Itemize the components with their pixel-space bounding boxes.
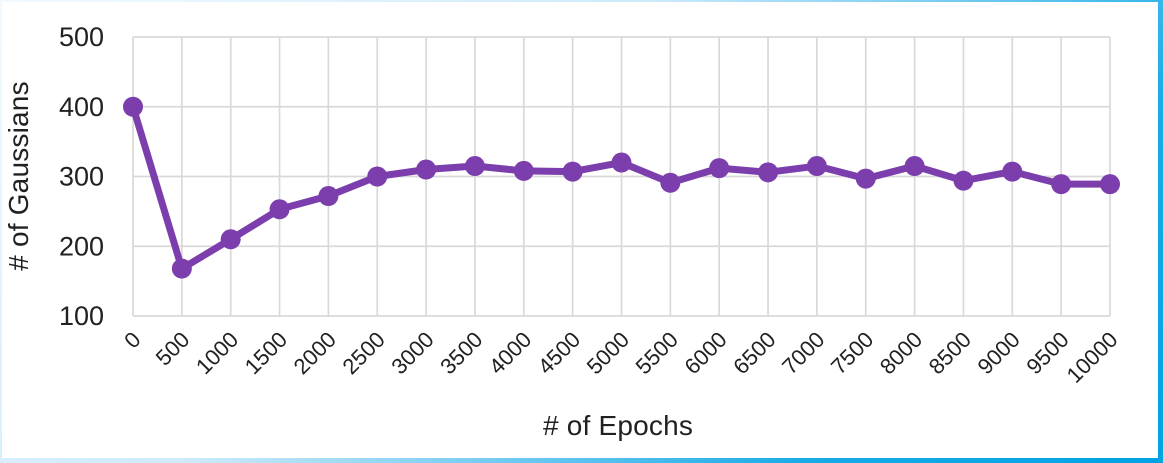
x-tick-label: 5000 [582,327,634,379]
x-tick-label: 7000 [777,327,829,379]
data-point-marker [709,158,730,179]
data-point-marker [660,172,681,193]
data-point-marker [1051,174,1072,195]
x-tick-label: 4500 [533,327,585,379]
x-tick-label: 0 [119,327,145,353]
data-point-marker [953,170,974,191]
x-axis-title: # of Epochs [542,410,694,441]
chart-frame [2,2,1158,458]
y-tick-label: 400 [59,92,104,122]
x-tick-label: 4000 [484,327,536,379]
x-tick-label: 2500 [337,327,389,379]
x-tick-label: 3500 [435,327,487,379]
data-point-marker [416,159,437,180]
y-tick-label: 200 [59,231,104,261]
y-tick-label: 500 [59,22,104,52]
x-tick-label: 8000 [875,327,927,379]
y-tick-label: 100 [59,301,104,331]
data-point-marker [513,160,534,181]
data-point-marker [806,156,827,177]
x-tick-label: 10000 [1062,327,1123,388]
data-point-marker [269,199,290,220]
x-tick-label: 1000 [191,327,243,379]
x-tick-label: 6500 [728,327,780,379]
data-point-marker [855,168,876,189]
x-tick-label: 8500 [924,327,976,379]
data-point-marker [904,156,925,177]
data-point-marker [1002,161,1023,182]
data-point-marker [367,166,388,187]
x-tick-label: 9000 [973,327,1025,379]
data-point-marker [318,186,339,207]
x-tick-label: 7500 [826,327,878,379]
x-tick-label: 2000 [289,327,341,379]
data-point-marker [1100,174,1120,195]
x-tick-label: 5500 [631,327,683,379]
x-tick-label: 500 [151,327,195,371]
y-tick-label: 300 [59,162,104,192]
x-tick-label: 6000 [679,327,731,379]
data-point-marker [464,156,485,177]
data-point-marker [562,161,583,182]
data-point-marker [611,152,632,173]
x-tick-label: 3000 [386,327,438,379]
data-point-marker [758,162,779,183]
data-point-marker [171,258,192,279]
data-point-marker [123,96,143,117]
data-point-marker [220,229,241,250]
x-tick-label: 1500 [240,327,292,379]
